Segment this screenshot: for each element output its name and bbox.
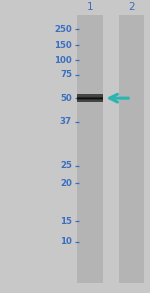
Text: 1: 1 [87, 2, 93, 12]
Text: 150: 150 [54, 41, 72, 50]
Text: 10: 10 [60, 237, 72, 246]
Bar [77, 15, 103, 283]
Text: 37: 37 [60, 117, 72, 126]
Bar [118, 15, 144, 283]
Text: 2: 2 [128, 2, 135, 12]
Text: 75: 75 [60, 70, 72, 79]
Text: 100: 100 [54, 56, 72, 64]
Text: 25: 25 [60, 161, 72, 170]
Text: 50: 50 [60, 94, 72, 103]
Text: 250: 250 [54, 25, 72, 34]
Text: 15: 15 [60, 217, 72, 226]
Text: 20: 20 [60, 179, 72, 188]
